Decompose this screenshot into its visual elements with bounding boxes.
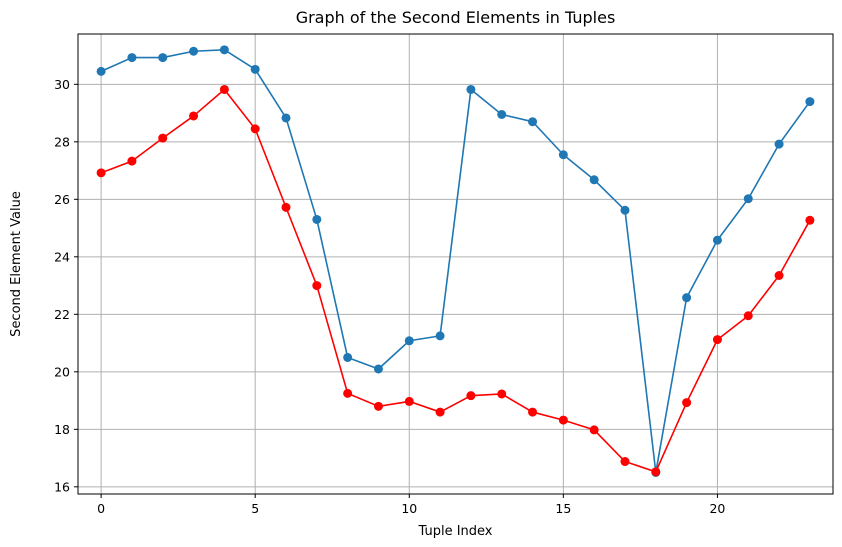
data-point [312,281,322,291]
data-point [743,194,753,204]
x-tick-label: 20 [709,501,725,516]
data-point [343,352,353,362]
plot-frame [77,33,834,495]
data-point [589,425,599,435]
data-point [528,407,538,417]
x-tick-label: 5 [251,501,259,516]
data-point [281,113,291,123]
chart-title: Graph of the Second Elements in Tuples [296,8,616,27]
data-point [712,335,722,345]
data-point [312,214,322,224]
x-tick-label: 10 [401,501,417,516]
data-point [805,97,815,107]
data-point [435,331,445,341]
series-2 [96,84,815,477]
y-tick-label: 22 [54,307,70,322]
y-tick-label: 28 [54,134,70,149]
y-tick-label: 16 [54,479,70,494]
data-point [281,202,291,212]
data-point [96,168,106,178]
data-point [219,45,229,55]
data-point [558,150,568,160]
data-point [373,401,383,411]
data-point [435,407,445,417]
data-point [189,46,199,56]
x-tick-label: 0 [97,501,105,516]
series-line [100,49,811,474]
data-point [189,111,199,121]
data-point [774,139,784,149]
series-group [96,45,815,477]
data-point [651,467,661,477]
x-axis-label: Tuple Index [418,524,493,539]
y-tick-label: 30 [54,77,70,92]
y-axis-label: Second Element Value [9,191,24,337]
series-1 [96,45,815,477]
data-point [528,117,538,127]
data-point [127,53,137,63]
data-point [250,124,260,134]
data-point [158,133,168,143]
data-point [219,84,229,94]
data-point [466,391,476,401]
grid [78,34,833,494]
data-point [558,415,568,425]
data-point [466,84,476,94]
y-tick-label: 20 [54,364,70,379]
data-point [620,457,630,467]
x-tick-label: 15 [555,501,571,516]
data-point [682,398,692,408]
data-point [743,311,753,321]
data-point [404,336,414,346]
data-point [250,64,260,74]
data-point [343,388,353,398]
y-tick-label: 24 [54,249,70,264]
y-tick-label: 18 [54,422,70,437]
data-point [96,66,106,76]
data-point [589,175,599,185]
data-point [682,293,692,303]
data-point [497,389,507,399]
data-point [620,205,630,215]
data-point [774,271,784,280]
ticks: 0 5 10 15 20 16 18 20 22 24 26 28 30 [54,77,725,516]
data-point [404,396,414,406]
data-point [497,110,507,119]
data-point [373,364,383,374]
y-tick-label: 26 [54,192,70,207]
data-point [805,215,815,225]
data-point [127,156,137,166]
data-point [158,53,168,63]
series-line [100,88,811,473]
data-point [712,235,722,245]
